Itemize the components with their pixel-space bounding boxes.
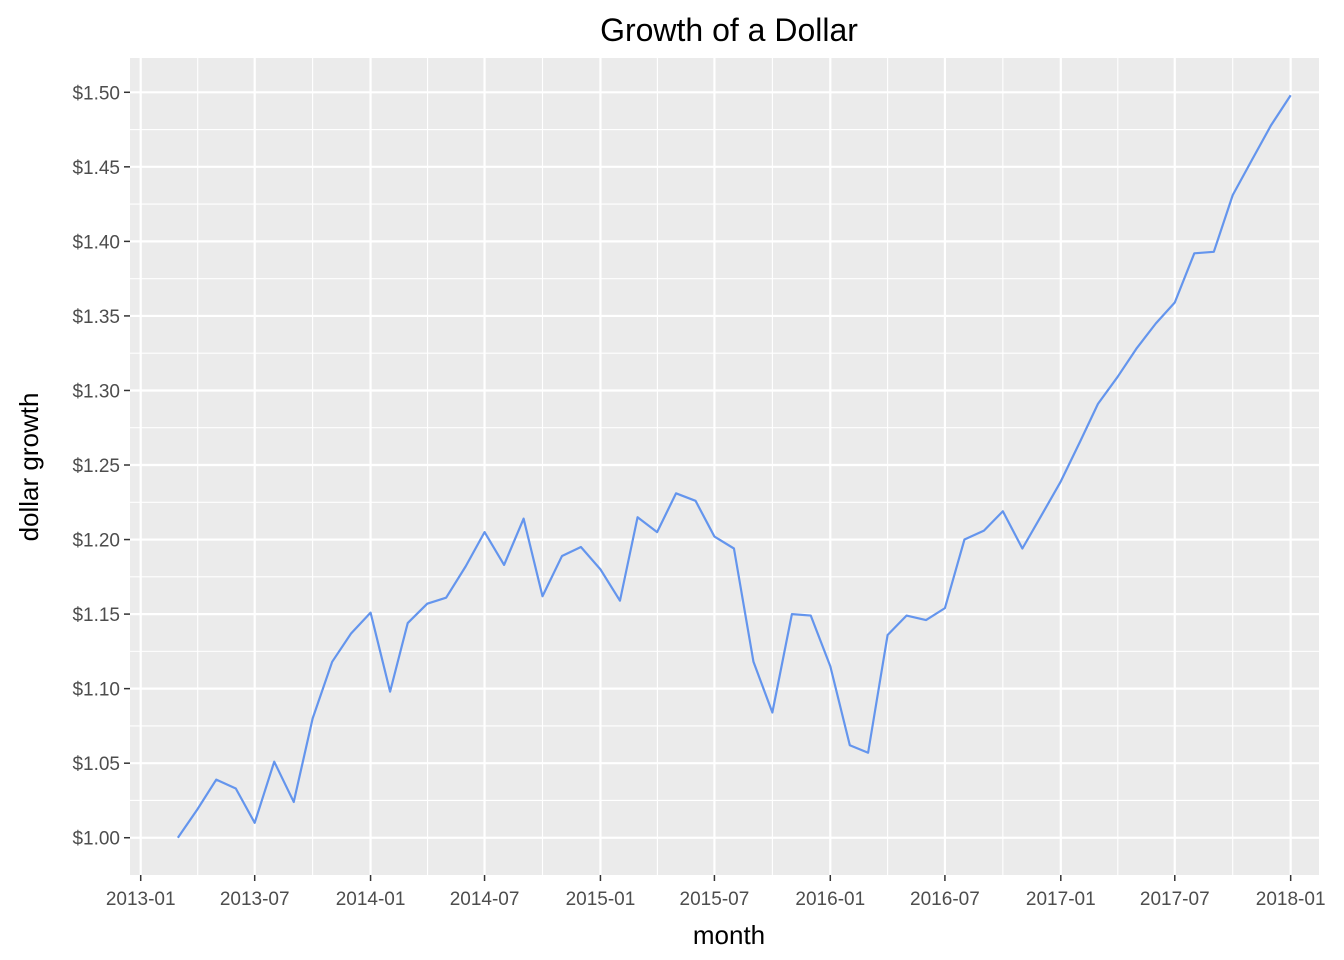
x-tick-label: 2014-07	[450, 889, 520, 910]
y-tick-label: $1.10	[72, 680, 120, 701]
x-tick-label: 2015-01	[566, 889, 636, 910]
x-tick-label: 2018-01	[1256, 889, 1326, 910]
x-tick-label: 2017-07	[1140, 889, 1210, 910]
y-tick-label: $1.45	[72, 158, 120, 179]
x-axis: 2013-01 2013-07 2014-01 2014-07 2015-01 2015-…	[106, 875, 1326, 910]
x-tick-label: 2017-01	[1026, 889, 1096, 910]
x-tick-label: 2013-01	[106, 889, 176, 910]
y-tick-label: $1.05	[72, 754, 120, 775]
y-tick-label: $1.25	[72, 456, 120, 477]
grid-major	[130, 58, 1319, 875]
grid-minor	[130, 58, 1319, 875]
x-tick-label: 2013-07	[220, 889, 290, 910]
data-layer	[176, 94, 1292, 839]
y-tick-label: $1.30	[72, 381, 120, 402]
y-tick-label: $1.00	[72, 829, 120, 850]
y-tick-label: $1.40	[72, 232, 120, 253]
x-tick-label: 2015-07	[680, 889, 750, 910]
x-tick-label: 2016-07	[910, 889, 980, 910]
x-tick-label: 2016-01	[795, 889, 865, 910]
x-tick-label: 2014-01	[336, 889, 406, 910]
x-axis-title: month	[693, 920, 765, 950]
chart-title: Growth of a Dollar	[600, 12, 858, 48]
plot-panel	[130, 58, 1319, 875]
y-axis: $1.00 $1.05 $1.10 $1.15 $1.20 $1.25 $1.30 $1.35…	[72, 83, 130, 850]
y-tick-label: $1.20	[72, 531, 120, 552]
y-tick-label: $1.15	[72, 605, 120, 626]
y-tick-label: $1.35	[72, 307, 120, 328]
y-tick-label: $1.50	[72, 83, 120, 104]
y-axis-title: dollar growth	[14, 393, 44, 542]
